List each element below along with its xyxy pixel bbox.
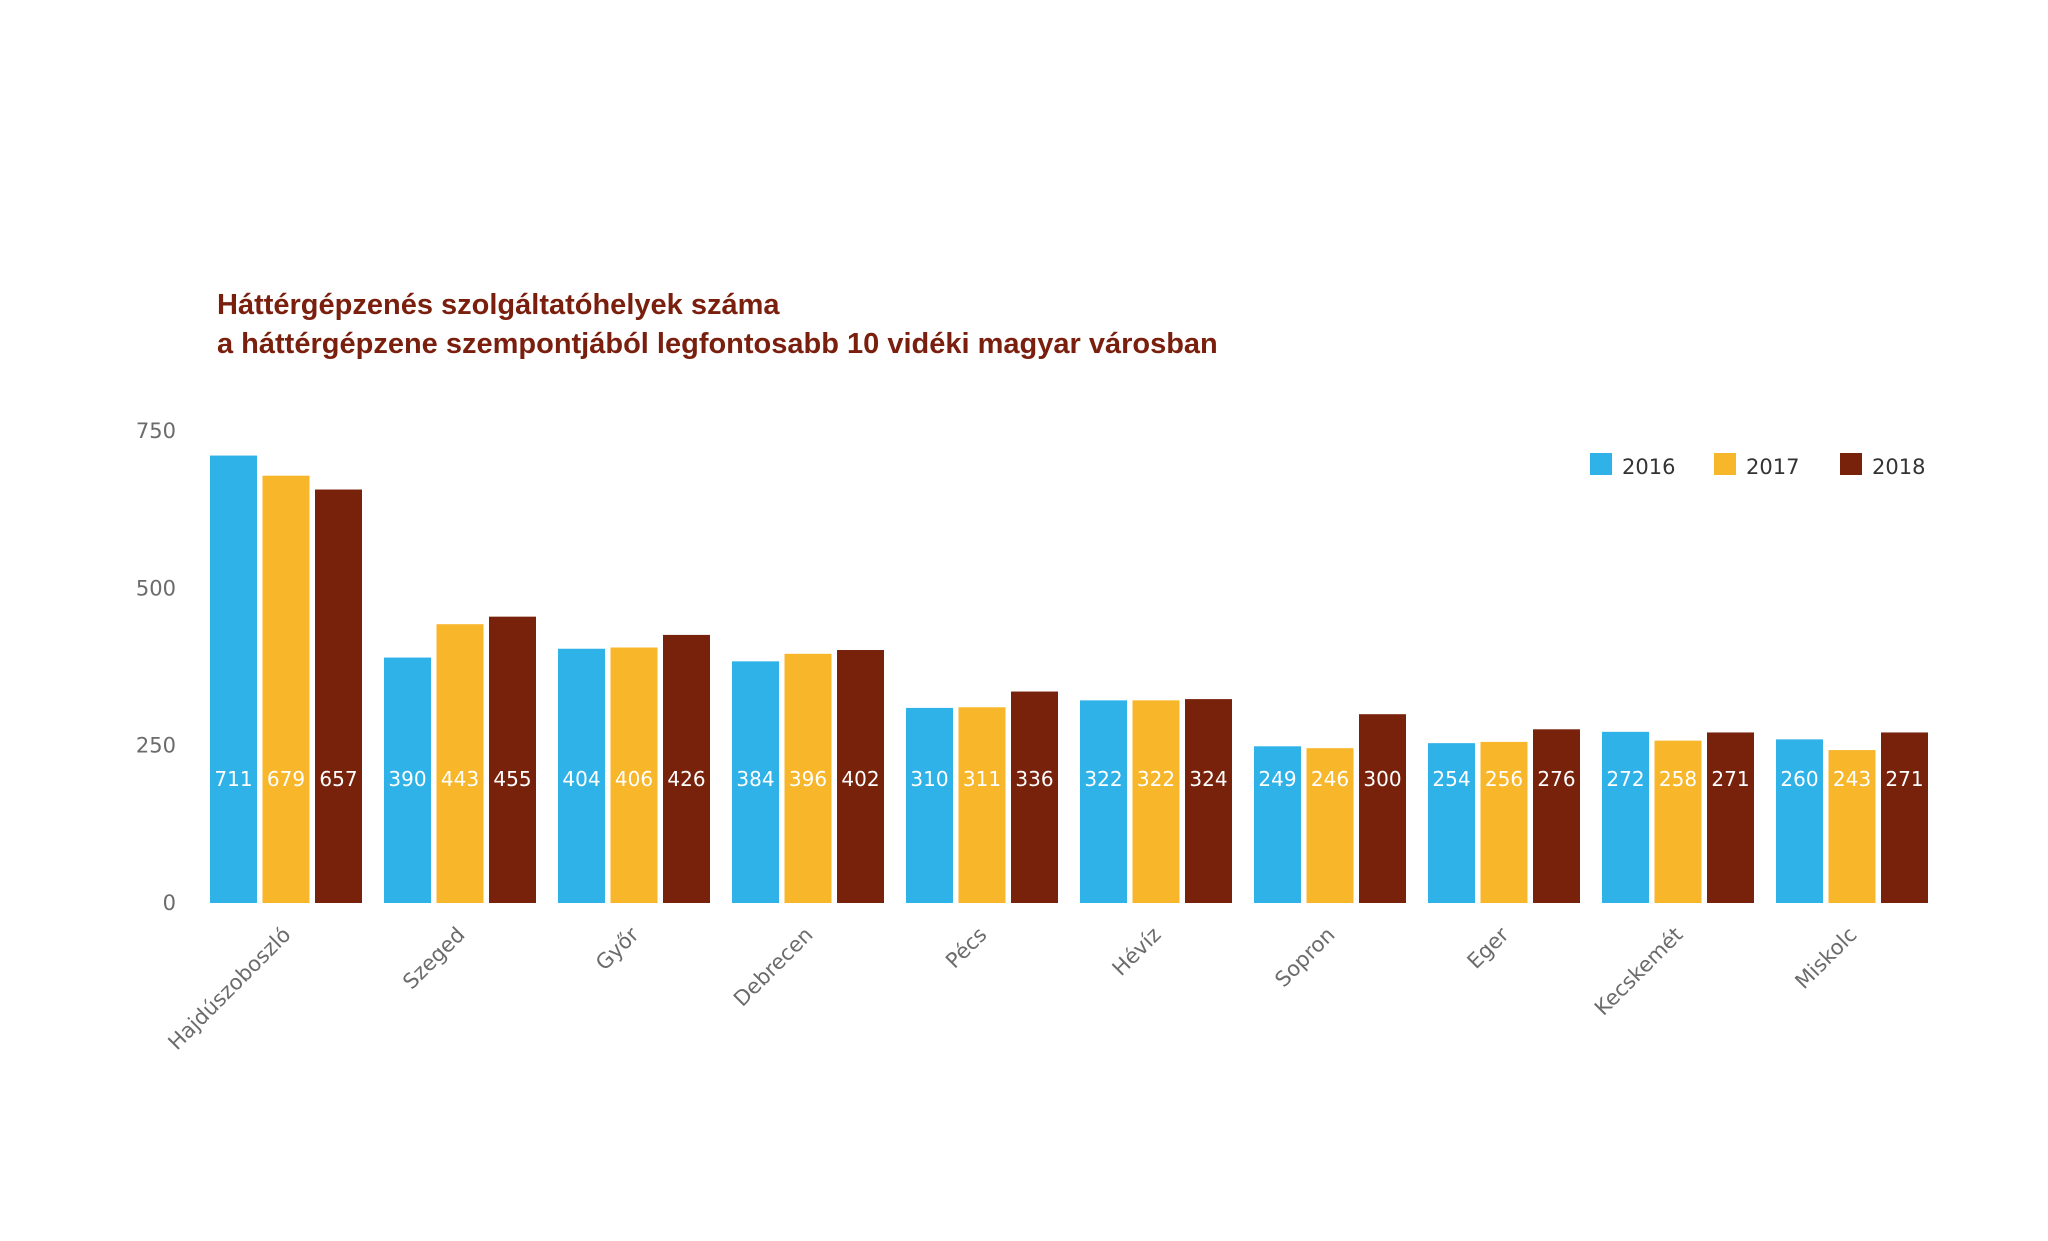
data-label: 249	[1258, 767, 1296, 791]
data-label: 246	[1311, 767, 1349, 791]
legend-label: 2017	[1746, 455, 1799, 479]
x-tick-label: Szeged	[398, 923, 469, 994]
data-label: 322	[1084, 767, 1122, 791]
bar-2018-7	[1533, 729, 1580, 903]
x-tick-label: Sopron	[1270, 923, 1339, 992]
data-label: 322	[1137, 767, 1175, 791]
bar-2018-1	[489, 616, 536, 903]
chart-title-line-1: Háttérgépzenés szolgáltatóhelyek száma	[217, 289, 780, 321]
data-label: 300	[1363, 767, 1401, 791]
data-label: 384	[736, 767, 774, 791]
legend-label: 2016	[1622, 455, 1675, 479]
x-tick-label: Eger	[1463, 922, 1514, 973]
x-tick-label: Hajdúszoboszló	[163, 923, 295, 1055]
data-label: 276	[1537, 767, 1575, 791]
data-label: 243	[1833, 767, 1871, 791]
y-tick-label: 500	[136, 576, 176, 600]
bars	[210, 455, 1928, 903]
y-tick-label: 0	[163, 891, 176, 915]
bar-2016-4	[906, 707, 953, 903]
legend-swatch-2018	[1840, 453, 1862, 475]
bar-2017-1	[436, 624, 484, 903]
data-label: 443	[441, 767, 479, 791]
bar-2016-2	[558, 648, 605, 903]
bar-2017-0	[262, 475, 310, 903]
data-label: 396	[789, 767, 827, 791]
x-tick-label: Kecskemét	[1590, 923, 1688, 1021]
data-label: 310	[910, 767, 948, 791]
data-label: 324	[1189, 767, 1227, 791]
bar-2016-3	[732, 661, 779, 903]
bar-2016-0	[210, 455, 257, 903]
bar-2018-0	[315, 489, 362, 903]
bar-2018-2	[663, 634, 710, 903]
bar-2017-2	[610, 647, 658, 903]
data-label: 404	[562, 767, 600, 791]
data-labels: 711 679 657 390 443 455 404 406 426 384 396 402 310 3…	[214, 767, 1923, 791]
data-label: 258	[1659, 767, 1697, 791]
bar-2016-1	[384, 657, 431, 903]
x-tick-label: Pécs	[941, 923, 991, 973]
bar-2016-8	[1602, 731, 1649, 903]
x-tick-label: Miskolc	[1790, 923, 1861, 994]
bar-2018-8	[1707, 732, 1754, 903]
bar-2016-9	[1776, 739, 1823, 903]
legend-label: 2018	[1872, 455, 1925, 479]
bar-2017-3	[784, 653, 832, 903]
data-label: 711	[214, 767, 252, 791]
bar-2018-4	[1011, 691, 1058, 903]
bar-2016-7	[1428, 743, 1475, 903]
data-label: 271	[1885, 767, 1923, 791]
bar-2017-5	[1132, 700, 1180, 903]
x-tick-label: Győr	[591, 922, 644, 975]
data-label: 260	[1780, 767, 1818, 791]
data-label: 455	[493, 767, 531, 791]
y-tick-label: 750	[136, 419, 176, 443]
data-label: 336	[1015, 767, 1053, 791]
data-label: 426	[667, 767, 705, 791]
bar-2017-7	[1480, 741, 1528, 903]
data-label: 311	[963, 767, 1001, 791]
bar-2018-6	[1359, 714, 1406, 903]
x-axis: Hajdúszoboszló Szeged Győr Debrecen Pécs Héví…	[163, 922, 1861, 1054]
legend: 2016 2017 2018	[1590, 453, 1925, 479]
x-tick-label: Hévíz	[1108, 923, 1166, 981]
chart-title-line-2: a háttérgépzene szempontjából legfontosa…	[217, 328, 1218, 360]
bar-2018-9	[1881, 732, 1928, 903]
data-label: 406	[615, 767, 653, 791]
bar-2018-3	[837, 650, 884, 903]
data-label: 271	[1711, 767, 1749, 791]
data-label: 390	[388, 767, 426, 791]
data-label: 272	[1606, 767, 1644, 791]
bar-2017-9	[1828, 750, 1876, 903]
y-axis: 0 250 500 750	[136, 419, 176, 915]
legend-swatch-2016	[1590, 453, 1612, 475]
data-label: 402	[841, 767, 879, 791]
chart-title: Háttérgépzenés szolgáltatóhelyek száma a…	[217, 289, 1218, 360]
bar-2017-8	[1654, 740, 1702, 903]
bar-2018-5	[1185, 699, 1232, 903]
data-label: 657	[319, 767, 357, 791]
data-label: 256	[1485, 767, 1523, 791]
bar-2017-4	[958, 707, 1006, 903]
data-label: 679	[267, 767, 305, 791]
legend-swatch-2017	[1714, 453, 1736, 475]
x-tick-label: Debrecen	[729, 923, 818, 1012]
data-label: 254	[1432, 767, 1470, 791]
y-tick-label: 250	[136, 734, 176, 758]
bar-2016-5	[1080, 700, 1127, 903]
bar-2016-6	[1254, 746, 1301, 903]
bar-2017-6	[1306, 748, 1354, 903]
